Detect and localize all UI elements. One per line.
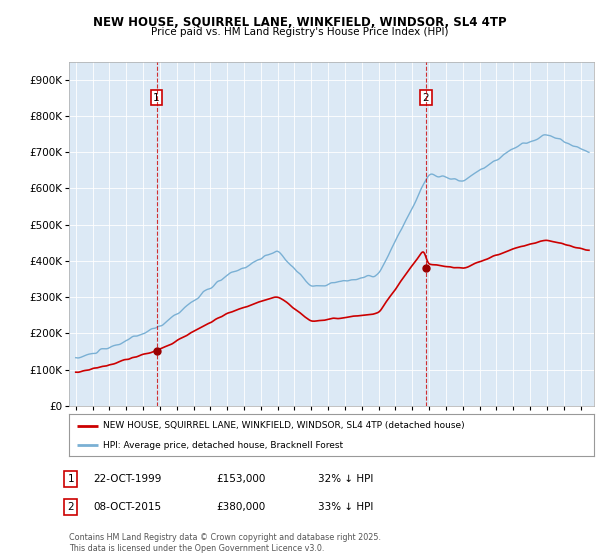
Text: 33% ↓ HPI: 33% ↓ HPI xyxy=(318,502,373,512)
Text: 1: 1 xyxy=(67,474,74,484)
Text: 1: 1 xyxy=(153,93,160,103)
Text: 2: 2 xyxy=(422,93,429,103)
Text: HPI: Average price, detached house, Bracknell Forest: HPI: Average price, detached house, Brac… xyxy=(103,441,343,450)
Text: £380,000: £380,000 xyxy=(216,502,265,512)
Text: NEW HOUSE, SQUIRREL LANE, WINKFIELD, WINDSOR, SL4 4TP (detached house): NEW HOUSE, SQUIRREL LANE, WINKFIELD, WIN… xyxy=(103,421,465,430)
Text: £153,000: £153,000 xyxy=(216,474,265,484)
Text: 32% ↓ HPI: 32% ↓ HPI xyxy=(318,474,373,484)
Text: Price paid vs. HM Land Registry's House Price Index (HPI): Price paid vs. HM Land Registry's House … xyxy=(151,27,449,37)
Text: 22-OCT-1999: 22-OCT-1999 xyxy=(93,474,161,484)
Text: NEW HOUSE, SQUIRREL LANE, WINKFIELD, WINDSOR, SL4 4TP: NEW HOUSE, SQUIRREL LANE, WINKFIELD, WIN… xyxy=(93,16,507,29)
Text: 2: 2 xyxy=(67,502,74,512)
Text: 08-OCT-2015: 08-OCT-2015 xyxy=(93,502,161,512)
Text: Contains HM Land Registry data © Crown copyright and database right 2025.
This d: Contains HM Land Registry data © Crown c… xyxy=(69,533,381,553)
